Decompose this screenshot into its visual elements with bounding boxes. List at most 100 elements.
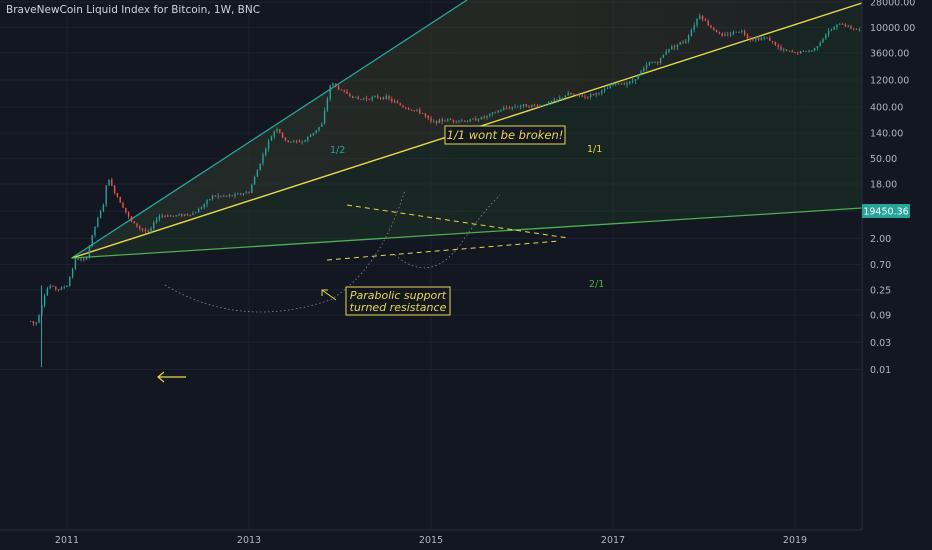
candle-body (38, 315, 40, 323)
candle-body (416, 109, 418, 111)
candle-body (127, 212, 130, 217)
candle-body (654, 62, 656, 64)
candle-body (668, 48, 670, 52)
candle-body (853, 28, 855, 30)
candle-body (410, 109, 413, 111)
candle-body (298, 140, 301, 143)
candle-body (713, 27, 715, 31)
candle-body (239, 193, 242, 195)
candle-body (192, 213, 194, 215)
candle-body (603, 88, 606, 91)
candle-body (634, 79, 637, 81)
candle-body (326, 98, 329, 111)
candle-body (307, 136, 309, 141)
candle-body (679, 42, 681, 45)
candle-body (659, 57, 662, 64)
candle-body (354, 96, 357, 98)
candle-body (256, 169, 259, 177)
y-tick-label: 0.25 (870, 285, 891, 296)
arrow-left-head (157, 371, 165, 383)
candle-body (696, 18, 698, 26)
candle-body (500, 110, 502, 111)
candle-body (449, 119, 452, 121)
candle-body (304, 140, 306, 142)
candle-body (197, 208, 200, 213)
candle-body (693, 25, 695, 30)
candle-body (595, 92, 597, 95)
candle-body (402, 105, 404, 108)
candle-body (245, 192, 247, 194)
callout-text-parabolic: Parabolic support (350, 289, 447, 302)
candle-body (724, 34, 726, 36)
candle-body (315, 130, 317, 133)
candle-body (517, 106, 519, 108)
candle-body (433, 120, 435, 122)
arrow-up-left-shaft (321, 289, 337, 301)
x-tick-label: 2017 (601, 535, 625, 546)
fan-label-1-1: 1/1 (587, 144, 602, 155)
candle-body (178, 214, 180, 216)
candle-body (743, 30, 746, 35)
candle-body (102, 204, 105, 211)
y-tick-label: 2.00 (870, 234, 891, 245)
candle-body (382, 97, 385, 99)
candle-body (620, 83, 623, 85)
candle-body (43, 295, 46, 306)
candle-body (833, 27, 835, 30)
candle-body (741, 30, 743, 32)
candle-body (99, 210, 102, 219)
candle-body (847, 26, 849, 27)
candle-body (458, 120, 460, 122)
candle-body (836, 24, 838, 28)
candle-body (405, 107, 407, 109)
candle-body (267, 140, 270, 149)
candle-body (455, 121, 457, 122)
candle-body (749, 38, 751, 40)
candle-body (539, 105, 541, 107)
candle-body (407, 108, 410, 110)
candle-body (623, 83, 625, 85)
candle-body (181, 214, 183, 216)
candle-body (424, 113, 427, 116)
candle-body (598, 92, 600, 94)
candle-body (273, 131, 275, 137)
candle-body (122, 202, 124, 208)
candle-body (612, 84, 614, 86)
candle-body (46, 288, 49, 296)
x-tick-label: 2019 (783, 535, 807, 546)
candle-body (584, 96, 586, 98)
candle-body (452, 119, 455, 122)
candle-body (687, 36, 690, 41)
candle-body (503, 107, 505, 111)
candle-body (265, 148, 267, 155)
candle-body (699, 15, 701, 19)
candle-body (799, 51, 802, 54)
candle-body (556, 99, 558, 101)
candle-body (211, 195, 214, 200)
candle-body (469, 119, 471, 122)
candle-body (640, 71, 642, 75)
candle-body (111, 179, 113, 186)
candle-body (651, 62, 653, 64)
candle-body (727, 34, 729, 36)
fan-line-1-2 (71, 0, 468, 259)
candle-body (147, 231, 149, 232)
candle-body (295, 140, 298, 142)
candle-body (385, 96, 387, 99)
candle-body (276, 129, 278, 132)
fan-line-2-1 (71, 207, 863, 259)
candle-body (209, 199, 211, 201)
y-tick-label: 50.00 (870, 154, 897, 165)
candle-body (643, 67, 645, 72)
candle-body (83, 259, 85, 260)
candle-body (682, 42, 684, 43)
candle-body (771, 41, 774, 42)
candle-body (497, 110, 499, 113)
candle-body (637, 74, 639, 80)
candle-body (393, 101, 396, 102)
callout-box-1 (444, 125, 566, 145)
candle-body (388, 96, 390, 99)
candle-body (794, 52, 796, 53)
candle-body (323, 110, 326, 124)
